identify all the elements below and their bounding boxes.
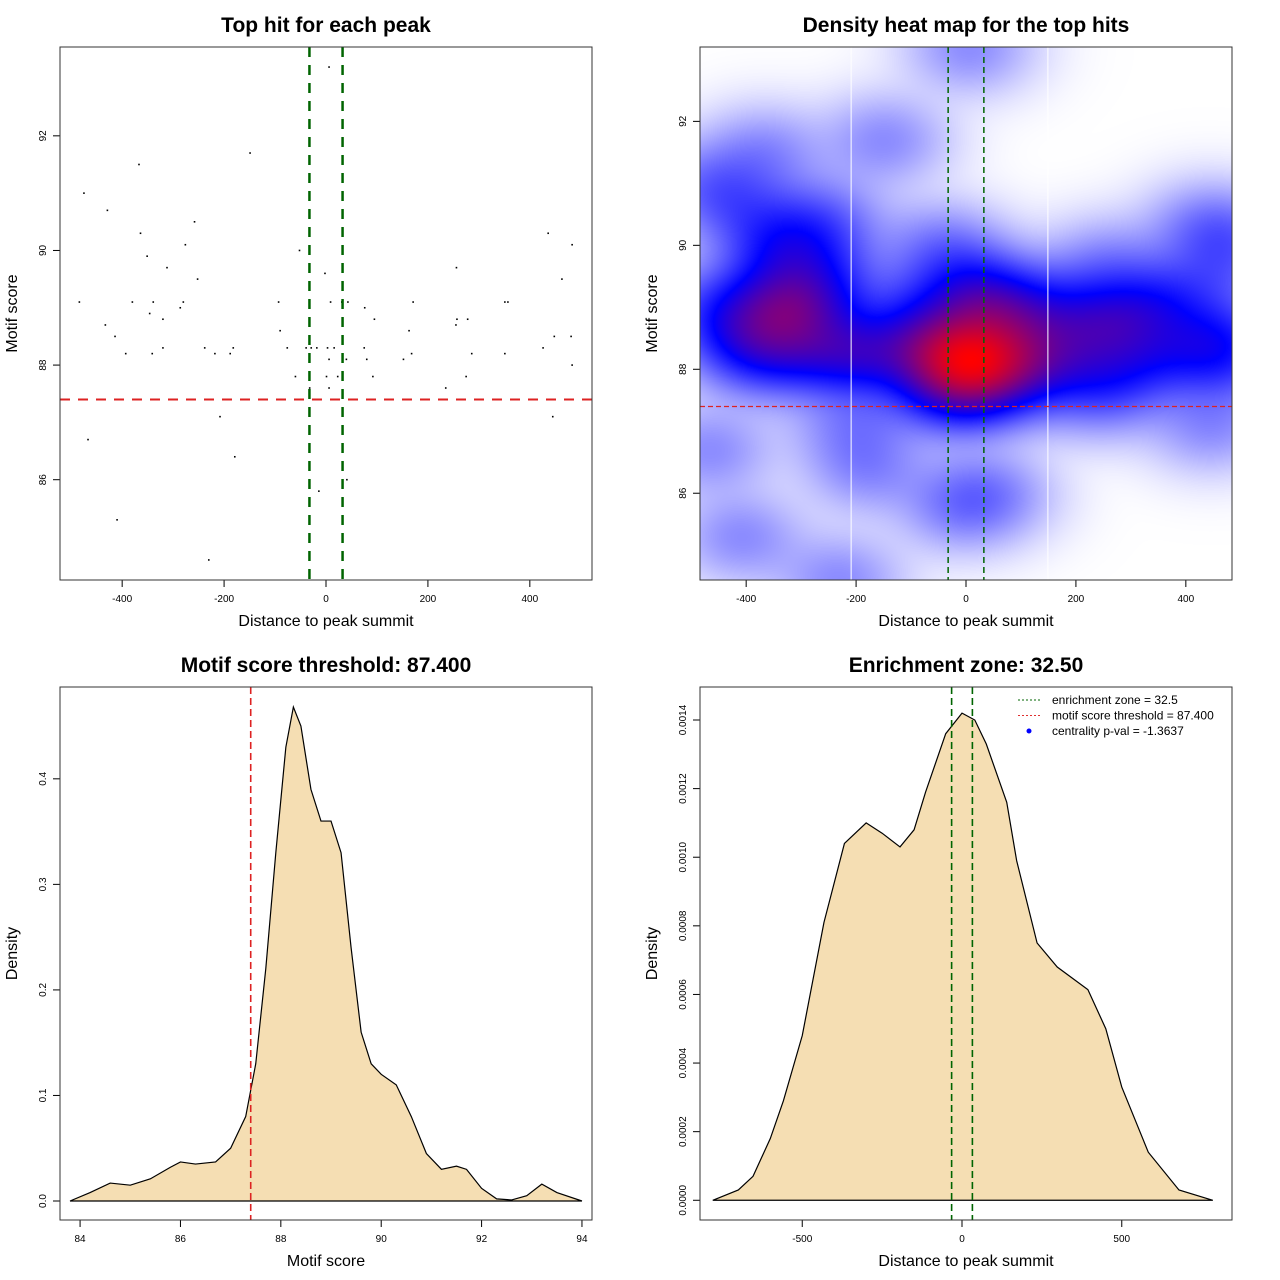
y-tick-label: 0.0008: [678, 910, 689, 941]
y-tick-label: 88: [38, 359, 49, 371]
x-tick-label: 200: [420, 594, 437, 605]
legend-label: enrichment zone = 32.5: [1052, 693, 1178, 707]
y-axis-label: Density: [4, 927, 21, 980]
legend-label: centrality p-val = -1.3637: [1052, 724, 1184, 738]
x-tick-label: 0: [959, 1234, 965, 1245]
x-tick-label: 0: [963, 594, 969, 605]
legend-label: motif score threshold = 87.400: [1052, 709, 1214, 723]
panel-3: Motif score threshold: 87.400 Motif score…: [4, 654, 588, 1270]
chart-title: Density heat map for the top hits: [803, 14, 1130, 37]
y-tick-label: 0.1: [38, 1088, 49, 1102]
heatmap-canvas: [700, 47, 1232, 580]
x-tick-label: 200: [1068, 594, 1085, 605]
x-tick-label: 0: [323, 594, 329, 605]
y-tick-label: 92: [678, 115, 689, 127]
x-tick-label: 400: [521, 594, 538, 605]
x-tick-label: 400: [1177, 594, 1194, 605]
x-tick-label: -400: [736, 594, 756, 605]
y-tick-label: 0.0012: [678, 773, 689, 804]
chart-title: Motif score threshold: 87.400: [181, 654, 472, 677]
y-tick-label: 88: [678, 363, 689, 375]
y-tick-label: 0.0014: [678, 704, 689, 735]
x-tick-label: 84: [75, 1234, 87, 1245]
x-tick-label: -500: [792, 1234, 812, 1245]
y-tick-label: 0.0004: [678, 1047, 689, 1078]
y-tick-label: 92: [38, 130, 49, 142]
x-tick-label: -200: [846, 594, 866, 605]
x-tick-label: 92: [476, 1234, 488, 1245]
y-tick-label: 0.0002: [678, 1116, 689, 1147]
y-tick-label: 86: [38, 474, 49, 486]
y-tick-label: 0.4: [38, 771, 49, 785]
x-axis-label: Motif score: [287, 1253, 365, 1270]
panel-4: Enrichment zone: 32.50 Distance to peak s…: [644, 654, 1214, 1270]
x-tick-label: 94: [576, 1234, 588, 1245]
x-axis-label: Distance to peak summit: [878, 1253, 1054, 1270]
y-axis-label: Motif score: [644, 274, 661, 352]
y-tick-label: 90: [38, 244, 49, 256]
legend-dot: [1026, 728, 1032, 734]
y-axis-label: Motif score: [4, 274, 21, 352]
x-axis-label: Distance to peak summit: [238, 613, 414, 630]
chart-title: Top hit for each peak: [221, 14, 431, 37]
x-tick-label: -200: [214, 594, 234, 605]
y-tick-label: 0.3: [38, 877, 49, 891]
density-curve: [712, 712, 1214, 1201]
chart-title: Enrichment zone: 32.50: [849, 654, 1084, 677]
y-tick-label: 0.0006: [678, 979, 689, 1010]
x-axis-label: Distance to peak summit: [878, 613, 1054, 630]
x-tick-label: 90: [376, 1234, 388, 1245]
x-tick-label: 500: [1113, 1234, 1130, 1245]
plot-frame: [699, 686, 1233, 1221]
y-tick-label: 86: [678, 487, 689, 499]
y-axis-label: Density: [644, 927, 661, 980]
x-tick-label: 86: [175, 1234, 187, 1245]
panel-1: Top hit for each peak Distance to peak su…: [4, 14, 539, 630]
y-tick-label: 0.0: [38, 1194, 49, 1208]
y-tick-label: 0.2: [38, 983, 49, 997]
x-tick-label: 88: [275, 1234, 287, 1245]
density-curve: [69, 704, 583, 1202]
x-tick-label: -400: [112, 594, 132, 605]
y-tick-label: 0.0000: [678, 1185, 689, 1216]
y-tick-label: 90: [678, 239, 689, 251]
panel-2: Density heat map for the top hits Distanc…: [644, 14, 1195, 630]
plot-area: [712, 687, 1214, 1220]
plot-frame: [59, 686, 593, 1221]
y-tick-label: 0.0010: [678, 841, 689, 872]
plot-area: [69, 687, 583, 1220]
